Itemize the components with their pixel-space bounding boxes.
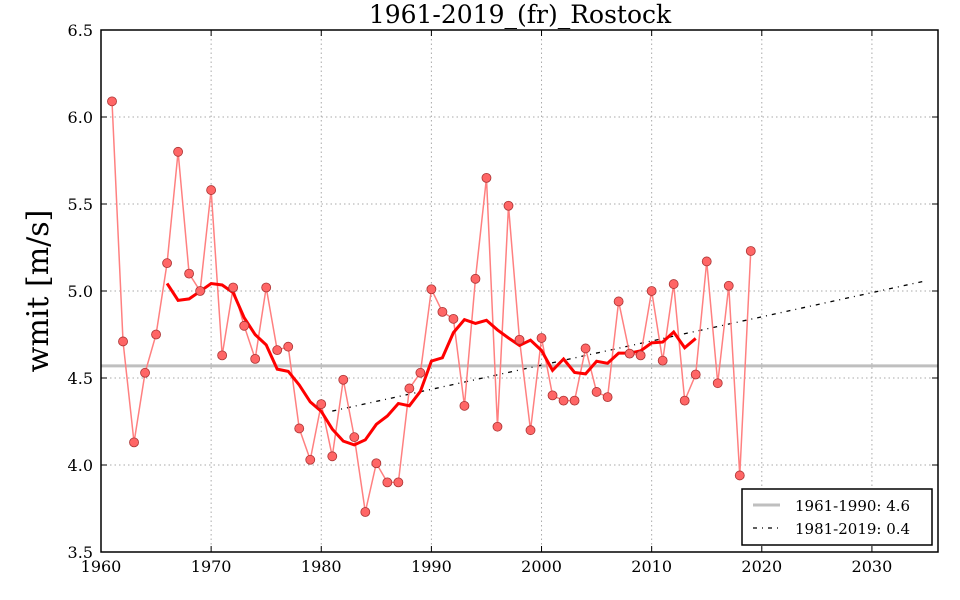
- legend-box: [741, 488, 933, 546]
- data-point: [261, 282, 272, 293]
- x-tick-label: 1990: [411, 557, 452, 576]
- data-point: [107, 96, 117, 107]
- annual-line: [111, 101, 752, 513]
- data-point: [569, 395, 580, 406]
- legend: 1961-1990: 4.6 1981-2019: 0.4: [741, 488, 933, 546]
- data-point: [140, 367, 150, 378]
- data-point: [448, 313, 459, 324]
- data-point: [228, 282, 239, 293]
- y-axis-label: wmit [m/s]: [21, 210, 56, 373]
- data-point: [239, 320, 250, 331]
- x-tick-label: 1960: [81, 557, 122, 576]
- y-tick-label: 3.5: [68, 543, 93, 562]
- x-tick-label: 2020: [741, 557, 782, 576]
- data-point: [250, 353, 261, 364]
- data-point: [525, 425, 536, 436]
- data-point: [162, 258, 172, 269]
- data-point: [701, 256, 712, 267]
- data-point: [206, 185, 217, 195]
- data-point: [646, 286, 657, 296]
- data-point: [184, 268, 195, 279]
- legend-reference-label: 1961-1990: 4.6: [795, 497, 910, 515]
- y-tick-label: 6.5: [68, 21, 93, 40]
- data-point: [415, 367, 426, 378]
- data-point: [283, 341, 294, 352]
- legend-trend-label: 1981-2019: 0.4: [795, 520, 910, 538]
- data-point: [316, 399, 327, 410]
- data-point: [195, 286, 206, 296]
- data-point: [558, 395, 569, 406]
- data-point: [426, 284, 437, 295]
- data-point: [591, 387, 602, 397]
- data-point: [437, 306, 448, 317]
- data-point: [294, 423, 305, 434]
- x-tick-label: 2000: [521, 557, 562, 576]
- data-point: [635, 350, 646, 361]
- x-tick-label: 2030: [852, 557, 893, 576]
- data-point: [470, 273, 481, 284]
- data-point: [404, 383, 415, 394]
- data-point: [580, 343, 591, 354]
- x-tick-label: 2010: [631, 557, 672, 576]
- data-point: [481, 172, 492, 183]
- x-tick-label: 1970: [191, 557, 232, 576]
- data-point: [151, 329, 161, 340]
- data-point: [118, 336, 128, 347]
- data-point: [382, 477, 393, 488]
- chart-title: 1961-2019_(fr)_Rostock: [369, 0, 672, 29]
- data-point: [327, 451, 338, 462]
- data-point: [602, 392, 613, 403]
- data-point: [393, 477, 404, 488]
- data-point: [679, 395, 690, 406]
- data-point: [503, 200, 514, 211]
- data-point: [514, 334, 525, 345]
- y-tick-label: 4.5: [68, 369, 93, 388]
- data-point: [217, 350, 228, 361]
- data-point: [459, 400, 470, 411]
- data-point: [492, 421, 503, 432]
- data-point: [129, 437, 139, 448]
- y-tick-label: 5.0: [68, 282, 93, 301]
- y-tick-label: 4.0: [68, 456, 93, 475]
- x-tick-label: 1980: [301, 557, 342, 576]
- data-point: [734, 470, 745, 481]
- series: [107, 96, 756, 517]
- data-point: [723, 280, 734, 291]
- data-point: [712, 378, 723, 389]
- data-point: [371, 458, 382, 469]
- data-point: [668, 279, 679, 289]
- data-point: [360, 507, 371, 517]
- y-tick-label: 6.0: [68, 108, 93, 127]
- data-point: [536, 333, 547, 343]
- data-point: [624, 348, 635, 359]
- data-point: [173, 146, 183, 157]
- data-point: [349, 432, 360, 443]
- data-point: [547, 390, 558, 401]
- data-point: [745, 246, 756, 256]
- data-point: [272, 345, 283, 356]
- data-point: [690, 369, 701, 380]
- data-point: [657, 355, 668, 366]
- data-point: [613, 296, 624, 307]
- grid: [100, 29, 938, 553]
- data-point: [305, 454, 316, 465]
- data-point: [338, 374, 349, 385]
- y-tick-label: 5.5: [68, 195, 93, 214]
- moving-average-line: [165, 282, 697, 447]
- ticks: 1960 1970 1980 1990 2000 2010 2020 2030 3.5 4.0 4.…: [68, 21, 938, 576]
